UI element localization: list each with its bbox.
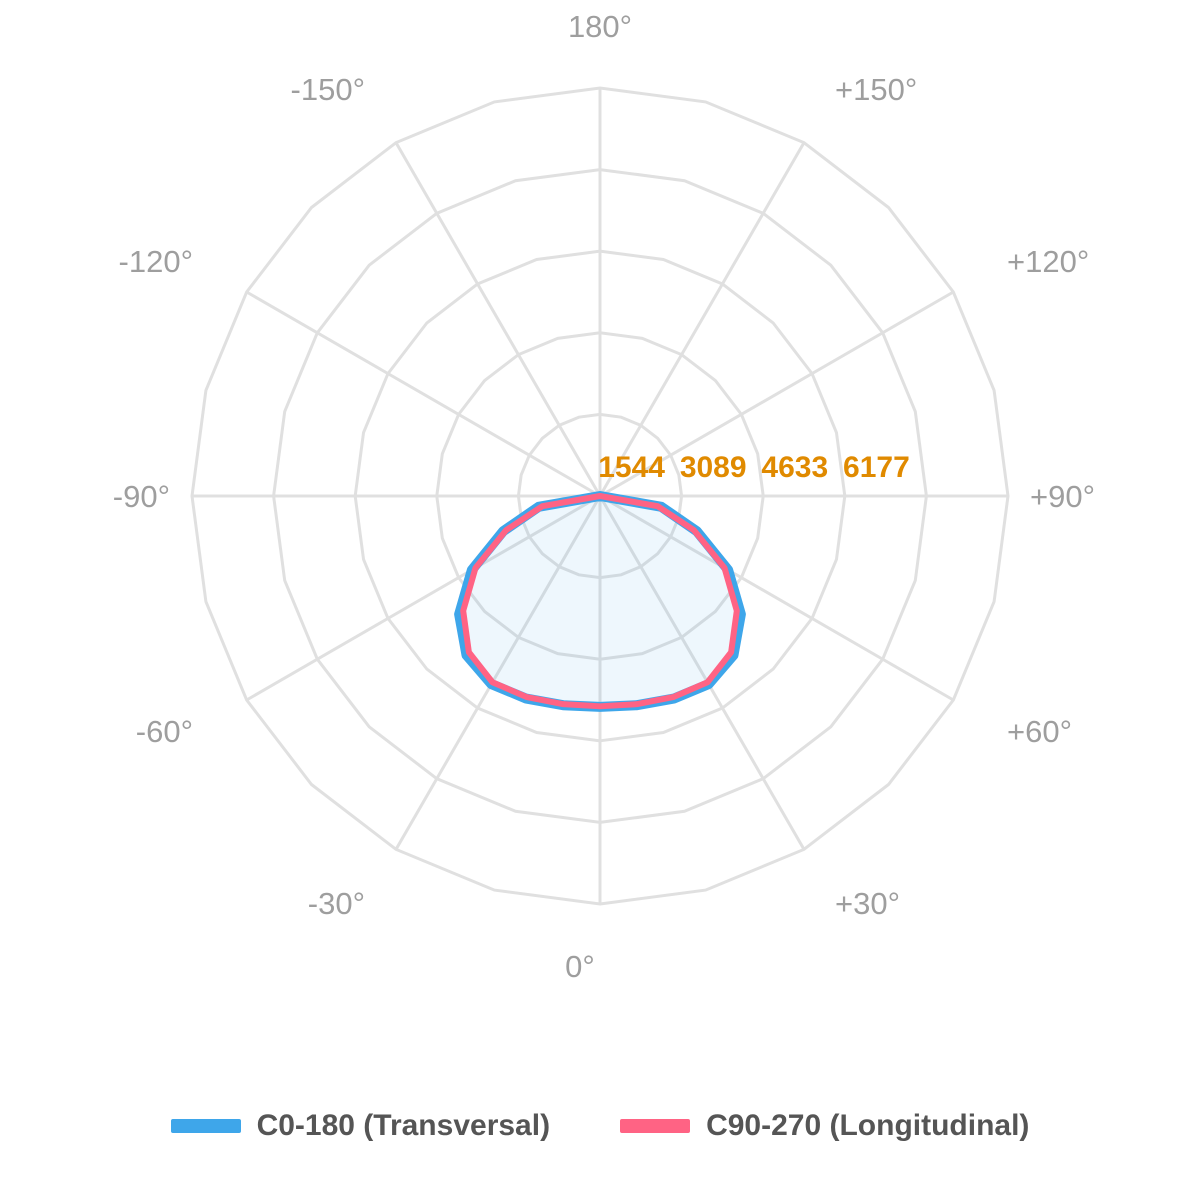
- grid-spoke-150: [598, 141, 806, 497]
- angle-label-neg120: -120°: [119, 244, 193, 279]
- radial-tick-label-3: 4633: [761, 451, 828, 484]
- angle-label-180: 180°: [568, 9, 632, 44]
- legend-item-longitudinal[interactable]: C90-270 (Longitudinal): [620, 1109, 1029, 1143]
- grid-spoke-300: [245, 494, 601, 702]
- angle-label-150: +150°: [835, 72, 917, 107]
- series-line-transversal: [454, 491, 746, 712]
- grid-spoke-120: [599, 290, 955, 498]
- angle-label-neg90: -90°: [113, 479, 170, 514]
- angle-label-60: +60°: [1007, 714, 1072, 749]
- radial-tick-label-1: 1544: [598, 451, 665, 484]
- radial-tick-label-2: 3089: [680, 451, 747, 484]
- series-layer: [454, 491, 746, 712]
- radial-tick-label-4: 6177: [843, 451, 910, 484]
- grid-spoke-60: [599, 494, 955, 702]
- angle-label-neg150: -150°: [291, 72, 365, 107]
- angle-label-90: +90°: [1030, 479, 1095, 514]
- grid-spoke-210: [394, 141, 602, 497]
- angle-label-30: +30°: [835, 886, 900, 921]
- angle-label-120: +120°: [1007, 244, 1089, 279]
- legend-label-longitudinal: C90-270 (Longitudinal): [706, 1109, 1030, 1142]
- polar-chart: 180° +150° +120° +90° +60° +30° 0° -30° -60° -90°…: [113, 9, 1095, 984]
- legend-item-transversal[interactable]: C0-180 (Transversal): [170, 1109, 551, 1143]
- grid-spoke-30: [598, 495, 806, 851]
- grid-spoke-330: [394, 495, 602, 851]
- angle-label-neg60: -60°: [136, 714, 193, 749]
- angle-label-0: 0°: [565, 949, 595, 984]
- legend-swatch-transversal: [170, 1119, 241, 1133]
- grid-spoke-240: [245, 290, 601, 498]
- angle-labels: 180° +150° +120° +90° +60° +30° 0° -30° -60° -90°…: [113, 9, 1095, 984]
- radial-tick-labels: 1544 3089 4633 6177: [598, 451, 910, 484]
- angle-label-neg30: -30°: [308, 886, 365, 921]
- polar-grid: [190, 86, 1010, 906]
- legend-swatch-longitudinal: [620, 1119, 691, 1133]
- series-line-longitudinal: [460, 493, 740, 710]
- legend-label-transversal: C0-180 (Transversal): [256, 1109, 551, 1142]
- legend: C0-180 (Transversal) C90-270 (Longitudin…: [0, 1098, 1200, 1154]
